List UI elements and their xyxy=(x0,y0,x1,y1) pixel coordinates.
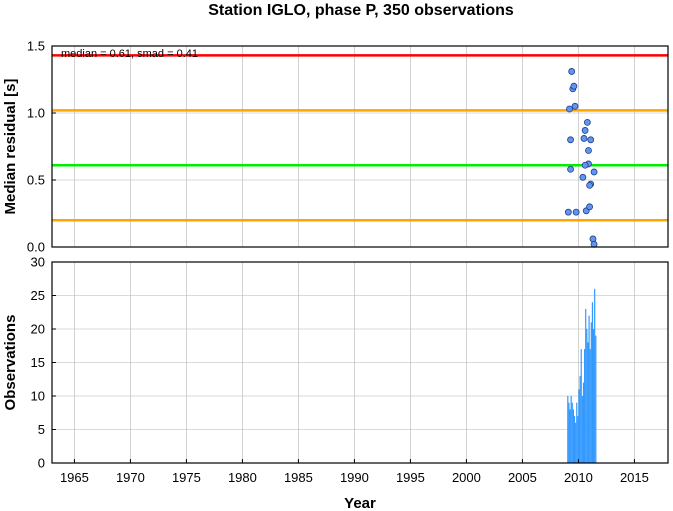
residual-point-15 xyxy=(579,173,587,181)
residual-point-8 xyxy=(580,135,588,142)
observation-bar-17 xyxy=(586,329,588,463)
observations-ytick-label-2: 10 xyxy=(31,389,45,404)
observation-bar-15 xyxy=(584,349,586,463)
residual-point-17 xyxy=(586,181,593,189)
observations-ylabel: Observations xyxy=(2,315,19,411)
x-tick-label-8: 2005 xyxy=(508,470,537,485)
residual-point-4 xyxy=(566,105,573,113)
observation-bar-5 xyxy=(572,409,574,463)
observation-bar-23 xyxy=(592,329,595,463)
observation-bar-19 xyxy=(588,315,590,463)
x-axis-label: Year xyxy=(344,495,376,511)
x-tick-label-6: 1995 xyxy=(396,470,425,485)
residual-panel: 0.0 0.5 1.0 1.5 Median residual [s] median = … xyxy=(2,39,669,255)
observation-bar-3 xyxy=(570,396,572,463)
x-tick-label-3: 1980 xyxy=(228,470,257,485)
residual-point-20 xyxy=(572,208,580,216)
residual-point-2 xyxy=(570,82,578,90)
observation-bar-13 xyxy=(581,396,583,463)
observations-ytick-label-6: 30 xyxy=(31,255,45,270)
chart-title: Station IGLO, phase P, 350 observations xyxy=(208,2,514,19)
residual-point-14 xyxy=(590,168,598,176)
residual-point-9 xyxy=(587,136,595,144)
residual-point-5 xyxy=(567,136,574,144)
observation-bar-4 xyxy=(571,402,573,463)
observation-bar-24 xyxy=(594,288,596,463)
observations-ytick-label-1: 5 xyxy=(38,422,45,437)
observations-ytick-label-3: 15 xyxy=(31,355,45,370)
x-tick-label-0: 1965 xyxy=(60,470,89,485)
observation-bar-0 xyxy=(567,396,569,463)
observations-panel: 0 5 10 15 20 25 30 Observations 1965 1970 1975 1980… xyxy=(2,255,669,511)
residual-point-22 xyxy=(589,235,597,243)
x-tick-label-5: 1990 xyxy=(340,470,369,485)
x-tick-label-7: 2000 xyxy=(452,470,481,485)
residual-ytick-label-1: 0.5 xyxy=(27,173,45,188)
observation-bar-1 xyxy=(568,402,570,463)
observation-bar-16 xyxy=(585,308,587,463)
observation-bar-25 xyxy=(595,335,597,463)
residual-point-21 xyxy=(564,208,572,216)
observation-bar-14 xyxy=(582,382,585,463)
residual-point-3 xyxy=(571,102,579,110)
observations-ytick-label-0: 0 xyxy=(38,456,45,471)
x-tick-label-4: 1985 xyxy=(284,470,313,485)
residual-ytick-label-3: 1.5 xyxy=(27,39,45,54)
residual-point-7 xyxy=(581,127,589,134)
observation-bar-21 xyxy=(590,322,592,463)
residual-frame xyxy=(51,45,669,248)
x-tick-label-10: 2015 xyxy=(620,470,649,485)
residual-point-6 xyxy=(583,118,591,126)
observation-bar-10 xyxy=(578,389,580,463)
observation-bar-2 xyxy=(569,409,571,463)
observations-frame xyxy=(51,261,669,464)
observation-bar-6 xyxy=(573,416,576,463)
x-tick-label-9: 2010 xyxy=(564,470,593,485)
stats-annotation: median = 0.61, smad = 0.41 xyxy=(61,48,198,60)
observation-bar-9 xyxy=(577,416,579,463)
observation-bar-8 xyxy=(576,402,578,463)
residual-point-11 xyxy=(567,165,574,173)
observations-ytick-label-4: 20 xyxy=(31,322,45,337)
x-tick-label-1: 1970 xyxy=(116,470,145,485)
observation-bar-11 xyxy=(579,375,581,463)
observation-bar-12 xyxy=(580,349,582,463)
residual-point-19 xyxy=(586,203,593,211)
residual-ylabel: Median residual [s] xyxy=(2,79,19,215)
observation-bar-22 xyxy=(591,302,594,463)
observation-bar-18 xyxy=(587,342,589,463)
x-tick-label-2: 1975 xyxy=(172,470,201,485)
residual-point-13 xyxy=(581,161,589,169)
residual-point-10 xyxy=(585,147,592,154)
observation-bar-7 xyxy=(575,422,577,463)
observation-bar-20 xyxy=(589,349,591,463)
residual-ytick-label-0: 0.0 xyxy=(27,240,45,255)
residual-point-0 xyxy=(568,68,576,75)
residual-ytick-label-2: 1.0 xyxy=(27,106,45,121)
observations-ytick-label-5: 25 xyxy=(31,288,45,303)
